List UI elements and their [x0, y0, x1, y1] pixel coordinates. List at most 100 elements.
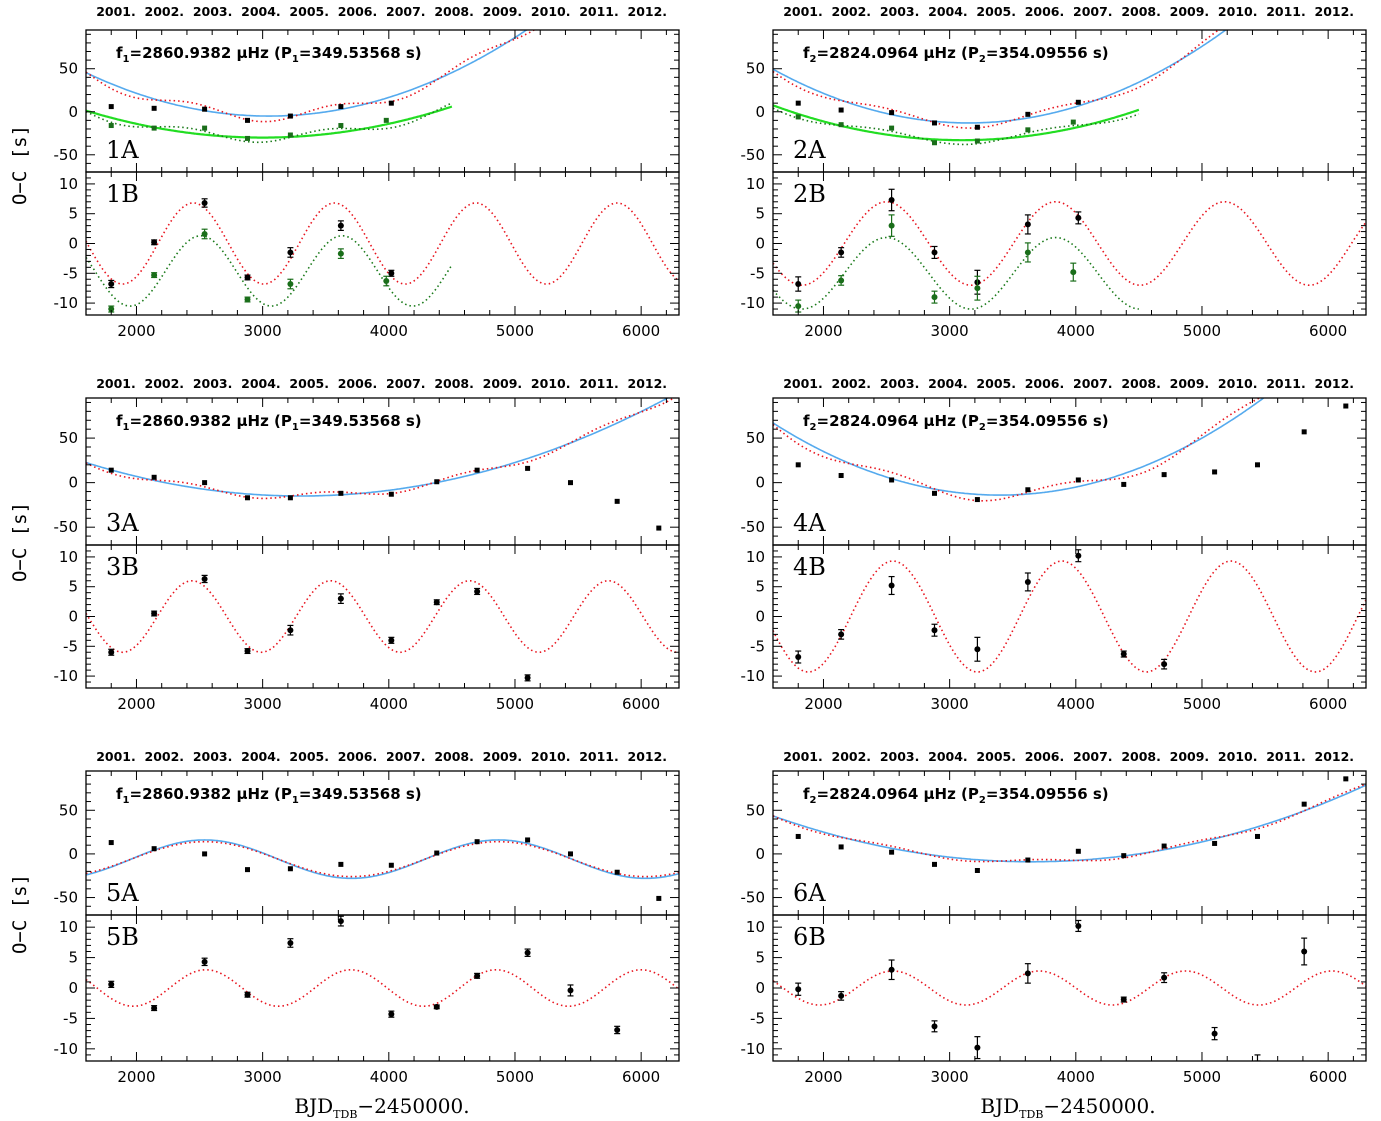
x-axis-label-left: BJDTDB−2450000.	[294, 1094, 469, 1121]
y-tick-label: 10	[59, 918, 78, 936]
x-tick-label: 5000	[496, 322, 534, 340]
year-label: 2011.	[1266, 4, 1306, 19]
x-tick-label: 4000	[1057, 695, 1095, 713]
y-tick-label: 10	[59, 548, 78, 566]
frequency-label-part: =2860.9382	[130, 412, 237, 430]
data-point-black	[1212, 840, 1218, 846]
year-label: 2010.	[531, 376, 571, 391]
frequency-label-part: f	[116, 412, 123, 430]
data-point-black	[287, 113, 293, 119]
data-point-black	[1161, 843, 1167, 849]
year-label: 2004.	[928, 4, 968, 19]
x-tick-label: 2000	[804, 1068, 842, 1086]
frequency-label: f2=2824.0964 μHz (P2=354.09556 s)	[803, 412, 1109, 433]
data-point-black	[1025, 487, 1031, 493]
data-point-black	[838, 992, 845, 999]
x-tick-label: 6000	[1309, 1068, 1347, 1086]
year-label: 2007.	[386, 376, 426, 391]
x-tick-label: 4000	[370, 695, 408, 713]
year-label: 2002.	[145, 4, 185, 19]
x-tick-label: 2000	[117, 695, 155, 713]
data-point-green	[244, 296, 251, 303]
y-tick-label: 5	[68, 949, 78, 967]
bottom-panel-frame	[772, 914, 1367, 1062]
frequency-label-part: 2	[979, 795, 986, 806]
panel-tag-B: 6B	[793, 923, 826, 951]
x-tick-label: 4000	[370, 1068, 408, 1086]
year-label: 2001.	[96, 4, 136, 19]
year-label: 2005.	[289, 376, 329, 391]
year-label: 2005.	[976, 4, 1016, 19]
frequency-label-part: =2860.9382	[130, 785, 237, 803]
y-tick-label: -5	[63, 637, 78, 655]
year-label: 2009.	[1170, 4, 1210, 19]
year-label: 2002.	[832, 4, 872, 19]
y-tick-label: 0	[68, 235, 78, 253]
frequency-label-part: =349.53568 s)	[299, 44, 422, 62]
year-label: 2005.	[976, 376, 1016, 391]
frequency-label: f2=2824.0964 μHz (P2=354.09556 s)	[803, 44, 1109, 65]
data-point-black	[1075, 214, 1082, 221]
data-point-black	[795, 462, 801, 468]
data-point-black	[108, 104, 114, 110]
x-tick-label: 4000	[1057, 322, 1095, 340]
y-tick-label: 5	[68, 205, 78, 223]
x-tick-label: 3000	[931, 1068, 969, 1086]
year-label: 2011.	[579, 4, 619, 19]
y-tick-label: -5	[63, 1009, 78, 1027]
data-point-black	[838, 844, 844, 850]
data-point-black	[524, 674, 531, 681]
data-point-black	[525, 837, 531, 843]
year-label: 2009.	[483, 4, 523, 19]
data-point-black	[434, 479, 440, 485]
x-tick-label: 5000	[496, 1068, 534, 1086]
y-tick-label: 0	[755, 474, 765, 492]
year-label: 2003.	[880, 376, 920, 391]
data-point-green	[383, 278, 390, 285]
sine-fit-line	[86, 969, 679, 1007]
data-point-black	[974, 124, 980, 130]
data-point-black	[1343, 776, 1349, 782]
data-point-green	[974, 285, 981, 292]
y-tick-label: -50	[54, 889, 79, 907]
data-point-black	[1254, 833, 1260, 839]
data-point-green	[383, 117, 389, 123]
frequency-label-part: μHz	[924, 44, 957, 62]
data-point-black	[931, 490, 937, 496]
year-label: 2008.	[434, 376, 474, 391]
data-point-black	[1120, 651, 1127, 658]
chart-panel-2: 2001. 2002. 2003. 2004. 2005. 2006. 2007. 2008.…	[741, 4, 1367, 340]
year-label: 2001.	[783, 376, 823, 391]
y-tick-label: -50	[741, 889, 766, 907]
bottom-panel-frame	[85, 544, 680, 689]
data-point-black	[795, 654, 802, 661]
data-point-black	[287, 249, 294, 256]
y-tick-label: 0	[68, 103, 78, 121]
year-label: 2008.	[434, 4, 474, 19]
year-label: 2012.	[628, 749, 668, 764]
data-point-black	[1025, 111, 1031, 117]
y-tick-label: -50	[741, 146, 766, 164]
data-point-black	[1301, 429, 1307, 435]
data-point-black	[388, 491, 394, 497]
data-point-black	[1075, 477, 1081, 483]
year-label: 2006.	[1025, 4, 1065, 19]
data-point-black	[889, 849, 895, 855]
panel-tag-A: 3A	[106, 509, 139, 537]
data-point-green	[889, 125, 895, 131]
data-point-black	[614, 869, 620, 875]
data-point-black	[524, 949, 531, 956]
y-tick-label: -50	[54, 146, 79, 164]
frequency-label-part: 1	[292, 795, 299, 806]
year-label: 2009.	[1170, 749, 1210, 764]
panel-tag-A: 2A	[793, 136, 826, 164]
data-point-black	[974, 1044, 981, 1051]
y-axis-label-row-3: O−C [s]	[9, 874, 31, 954]
data-point-black	[388, 1011, 395, 1018]
data-point-black	[838, 249, 845, 256]
chart-panel-4: 2001. 2002. 2003. 2004. 2005. 2006. 2007. 2008.…	[741, 376, 1367, 713]
x-tick-label: 5000	[1183, 1068, 1221, 1086]
data-point-black	[108, 649, 115, 656]
year-label: 2008.	[1121, 4, 1161, 19]
data-point-black	[567, 480, 573, 486]
